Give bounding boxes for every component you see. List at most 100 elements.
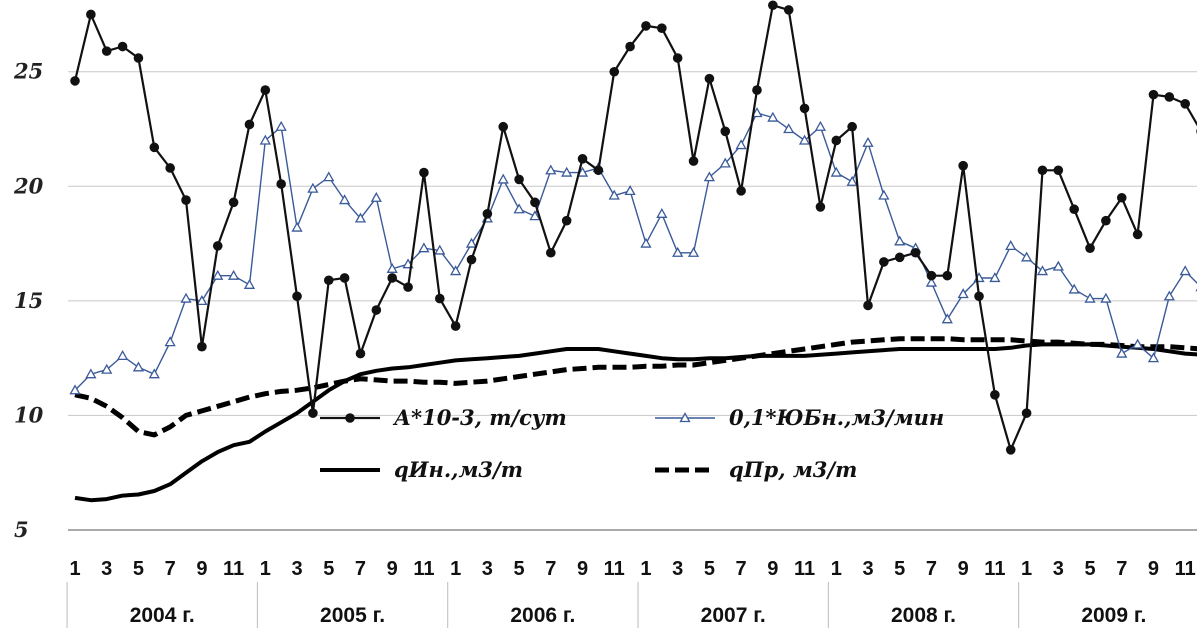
data-point	[672, 53, 683, 63]
x-tick-label: 5	[1084, 558, 1095, 580]
legend-item: А*10-3, т/сут	[320, 405, 567, 430]
x-tick-label: 9	[958, 558, 969, 580]
series-group	[69, 0, 1197, 503]
data-point	[576, 166, 589, 177]
series-line	[74, 336, 1197, 438]
series-0	[70, 0, 1197, 455]
data-point	[672, 246, 684, 257]
data-point	[719, 157, 731, 168]
data-point	[736, 186, 746, 196]
data-point	[164, 336, 176, 347]
x-tick-label: 5	[133, 558, 144, 580]
data-point	[101, 363, 113, 374]
data-point	[593, 165, 604, 176]
data-point	[339, 194, 351, 205]
data-point	[926, 270, 937, 281]
y-tick-label: 15	[14, 288, 43, 313]
data-point	[1132, 338, 1144, 349]
x-tick-label: 7	[736, 558, 747, 580]
data-point	[879, 257, 889, 267]
data-point	[561, 215, 572, 226]
x-year-label: 2009 г.	[1081, 604, 1146, 627]
x-tick-label: 3	[101, 558, 112, 580]
legend-marker	[345, 413, 355, 423]
x-tick-label: 9	[196, 558, 207, 580]
x-tick-label: 9	[767, 558, 778, 580]
y-axis-ticks: 5 10 15 20 25	[13, 59, 44, 542]
data-point	[1148, 89, 1159, 100]
x-tick-label: 3	[1053, 558, 1064, 580]
data-point	[116, 350, 129, 361]
data-point	[799, 103, 810, 114]
data-point	[1069, 204, 1079, 215]
data-point	[292, 291, 302, 302]
data-point	[1116, 347, 1128, 358]
x-axis: 1 3 5 7 9 11 1 3 5 7 9 11 1 3 5 7 9 11 1 3 5 7 9 11 1 3 5 7 9 11 1 3 5 7 9…	[66, 529, 1197, 628]
data-point	[815, 202, 826, 212]
legend-label: qПр, м3/т	[729, 457, 857, 482]
data-point	[798, 134, 811, 145]
data-point	[703, 171, 716, 182]
x-tick-label: 1	[640, 558, 651, 580]
data-point	[86, 9, 96, 20]
data-point	[625, 41, 635, 52]
series-line	[74, 342, 1197, 503]
x-tick-label: 7	[355, 558, 366, 580]
x-tick-label: 3	[672, 558, 683, 580]
x-tick-label: 9	[387, 558, 398, 580]
data-point	[434, 293, 445, 304]
data-point	[482, 209, 493, 219]
data-point	[196, 295, 208, 306]
data-point	[212, 269, 224, 280]
data-point	[894, 235, 906, 246]
data-point	[1005, 445, 1016, 455]
data-point	[1164, 92, 1175, 102]
x-tick-label: 3	[291, 558, 302, 580]
data-point	[69, 384, 81, 395]
data-point	[941, 313, 953, 324]
x-tick-label: 7	[165, 558, 176, 580]
data-point	[624, 185, 636, 196]
data-point	[513, 203, 525, 214]
data-point	[101, 46, 112, 56]
y-tick-label: 20	[13, 173, 44, 198]
data-point	[259, 134, 271, 145]
legend-label: 0,1*ЮБн.,м3/мин	[729, 405, 944, 430]
x-tick-label: 1	[450, 558, 461, 580]
legend: А*10-3, т/сут 0,1*ЮБн.,м3/мин qИн.,м3/т qПр…	[320, 405, 944, 482]
data-point	[197, 341, 207, 352]
data-point	[656, 207, 668, 218]
data-point	[370, 191, 382, 202]
data-point	[85, 368, 97, 379]
data-point	[641, 21, 651, 31]
data-point	[1101, 215, 1111, 226]
data-point	[1180, 99, 1190, 109]
data-point	[1132, 229, 1143, 240]
data-point	[545, 164, 557, 175]
data-point	[403, 282, 413, 292]
data-point	[735, 139, 747, 150]
x-tick-label: 5	[514, 558, 525, 580]
data-point	[1053, 165, 1064, 176]
data-point	[70, 76, 80, 86]
data-point	[148, 368, 160, 379]
data-point	[1116, 192, 1127, 203]
data-point	[450, 265, 462, 276]
legend-label: А*10-3, т/сут	[392, 405, 567, 430]
data-point	[371, 305, 382, 315]
data-point	[117, 41, 128, 52]
data-point	[1147, 352, 1160, 363]
data-point	[974, 291, 984, 302]
data-point	[275, 120, 287, 131]
x-tick-label: 3	[862, 558, 873, 580]
x-year-label: 2006 г.	[510, 604, 575, 627]
data-point	[291, 221, 303, 232]
data-point	[1005, 240, 1017, 251]
data-point	[957, 288, 969, 299]
data-point	[180, 292, 192, 303]
x-tick-label: 5	[704, 558, 715, 580]
data-point	[1179, 265, 1191, 276]
data-point	[466, 254, 477, 265]
x-year-label: 2005 г.	[320, 604, 385, 627]
y-tick-label: 5	[14, 517, 29, 542]
